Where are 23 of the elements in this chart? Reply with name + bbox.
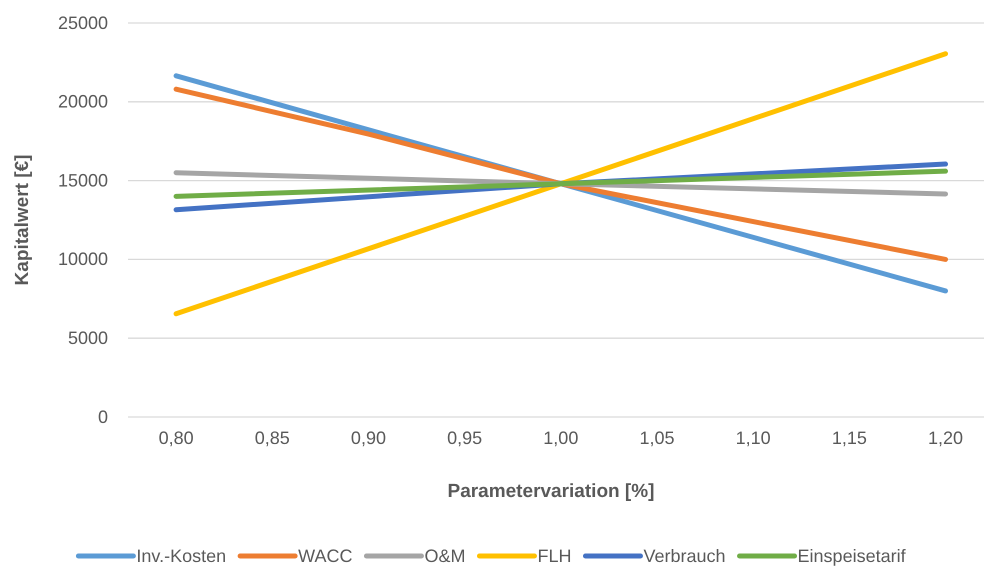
x-tick-label: 0,95 xyxy=(447,428,482,448)
x-axis-title: Parametervariation [%] xyxy=(448,481,654,502)
x-tick-label: 0,80 xyxy=(158,428,194,448)
x-tick-label: 1,10 xyxy=(736,428,771,448)
x-tick-label: 1,00 xyxy=(543,428,578,448)
y-tick-label: 20000 xyxy=(58,92,108,112)
x-tick-label: 0,90 xyxy=(350,428,386,448)
x-tick-label: 1,05 xyxy=(639,428,675,448)
legend-label: O&M xyxy=(424,546,466,566)
x-tick-label: 1,15 xyxy=(832,428,867,448)
y-tick-label: 25000 xyxy=(58,12,108,33)
legend-label: Einspeisetarif xyxy=(798,546,907,566)
y-tick-label: 10000 xyxy=(58,249,108,270)
y-tick-label: 15000 xyxy=(58,170,108,190)
y-tick-label: 5000 xyxy=(68,328,108,348)
legend-label: Inv.-Kosten xyxy=(136,546,226,566)
y-tick-label: 0 xyxy=(98,406,108,427)
y-axis-title: Kapitalwert [€] xyxy=(12,154,33,286)
x-tick-label: 0,85 xyxy=(254,428,290,448)
legend-label: WACC xyxy=(298,546,352,566)
x-tick-label: 1,20 xyxy=(928,428,964,448)
legend-label: FLH xyxy=(537,546,572,566)
legend-label: Verbrauch xyxy=(643,546,726,566)
